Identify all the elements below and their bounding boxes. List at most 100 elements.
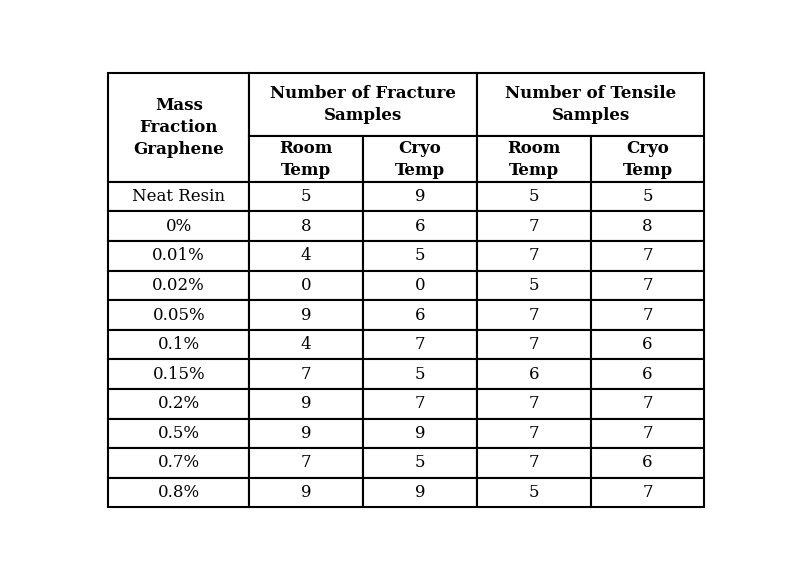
Text: 7: 7 (528, 336, 539, 353)
Text: Room
Temp: Room Temp (507, 140, 561, 179)
Bar (249, 74, 477, 136)
Text: 9: 9 (301, 484, 312, 501)
Bar (591, 359, 704, 389)
Text: 0.7%: 0.7% (158, 454, 200, 471)
Text: 7: 7 (528, 306, 539, 324)
Text: 0.01%: 0.01% (152, 247, 205, 264)
Bar (109, 300, 249, 330)
Bar (591, 241, 704, 271)
Bar (591, 478, 704, 507)
Bar (591, 212, 704, 241)
Bar (363, 271, 477, 300)
Text: 7: 7 (301, 454, 312, 471)
Bar (109, 359, 249, 389)
Text: 7: 7 (415, 395, 425, 412)
Bar (591, 330, 704, 359)
Bar (109, 182, 249, 212)
Bar (249, 212, 363, 241)
Bar (249, 359, 363, 389)
Text: 0.15%: 0.15% (152, 366, 205, 383)
Text: 7: 7 (642, 247, 653, 264)
Text: 5: 5 (528, 484, 539, 501)
Text: 0: 0 (301, 277, 312, 294)
Text: Number of Tensile
Samples: Number of Tensile Samples (505, 85, 676, 124)
Bar (477, 448, 591, 478)
Text: 6: 6 (528, 366, 539, 383)
Text: 5: 5 (528, 277, 539, 294)
Text: 4: 4 (301, 336, 312, 353)
Text: 7: 7 (642, 395, 653, 412)
Text: 7: 7 (642, 306, 653, 324)
Text: 7: 7 (642, 484, 653, 501)
Bar (363, 330, 477, 359)
Text: Cryo
Temp: Cryo Temp (623, 140, 672, 179)
Text: 7: 7 (642, 425, 653, 442)
Text: 8: 8 (642, 218, 653, 235)
Text: 7: 7 (528, 218, 539, 235)
Bar (477, 359, 591, 389)
Text: 0.8%: 0.8% (158, 484, 200, 501)
Bar (477, 182, 591, 212)
Text: Mass
Fraction
Graphene: Mass Fraction Graphene (133, 97, 224, 158)
Text: 5: 5 (415, 366, 425, 383)
Text: 6: 6 (642, 366, 653, 383)
Bar (363, 448, 477, 478)
Text: 6: 6 (642, 454, 653, 471)
Text: 6: 6 (642, 336, 653, 353)
Text: Room
Temp: Room Temp (279, 140, 333, 179)
Bar (109, 271, 249, 300)
Bar (477, 330, 591, 359)
Bar (477, 212, 591, 241)
Bar (591, 271, 704, 300)
Bar (363, 359, 477, 389)
Text: 0.5%: 0.5% (158, 425, 200, 442)
Text: 7: 7 (415, 336, 425, 353)
Text: 9: 9 (415, 188, 425, 205)
Text: 7: 7 (528, 395, 539, 412)
Text: 6: 6 (415, 218, 425, 235)
Text: 7: 7 (528, 454, 539, 471)
Bar (363, 419, 477, 448)
Text: 9: 9 (301, 425, 312, 442)
Bar (477, 478, 591, 507)
Bar (363, 241, 477, 271)
Bar (591, 182, 704, 212)
Text: 7: 7 (528, 247, 539, 264)
Bar (363, 300, 477, 330)
Bar (477, 300, 591, 330)
Bar (363, 136, 477, 182)
Bar (591, 448, 704, 478)
Bar (109, 419, 249, 448)
Bar (591, 419, 704, 448)
Bar (249, 478, 363, 507)
Bar (363, 212, 477, 241)
Text: Neat Resin: Neat Resin (132, 188, 225, 205)
Text: 5: 5 (301, 188, 312, 205)
Bar (477, 389, 591, 419)
Bar (477, 136, 591, 182)
Text: 6: 6 (415, 306, 425, 324)
Bar (591, 136, 704, 182)
Text: 8: 8 (301, 218, 312, 235)
Bar (109, 74, 249, 182)
Bar (477, 74, 704, 136)
Bar (109, 389, 249, 419)
Text: 9: 9 (301, 395, 312, 412)
Bar (249, 389, 363, 419)
Bar (109, 478, 249, 507)
Text: 0.05%: 0.05% (152, 306, 205, 324)
Bar (591, 389, 704, 419)
Bar (249, 330, 363, 359)
Bar (477, 271, 591, 300)
Bar (109, 330, 249, 359)
Bar (109, 448, 249, 478)
Text: 7: 7 (528, 425, 539, 442)
Text: 0.2%: 0.2% (158, 395, 200, 412)
Bar (249, 241, 363, 271)
Bar (249, 271, 363, 300)
Text: 0%: 0% (166, 218, 192, 235)
Text: 7: 7 (301, 366, 312, 383)
Bar (249, 182, 363, 212)
Text: 9: 9 (415, 484, 425, 501)
Bar (249, 448, 363, 478)
